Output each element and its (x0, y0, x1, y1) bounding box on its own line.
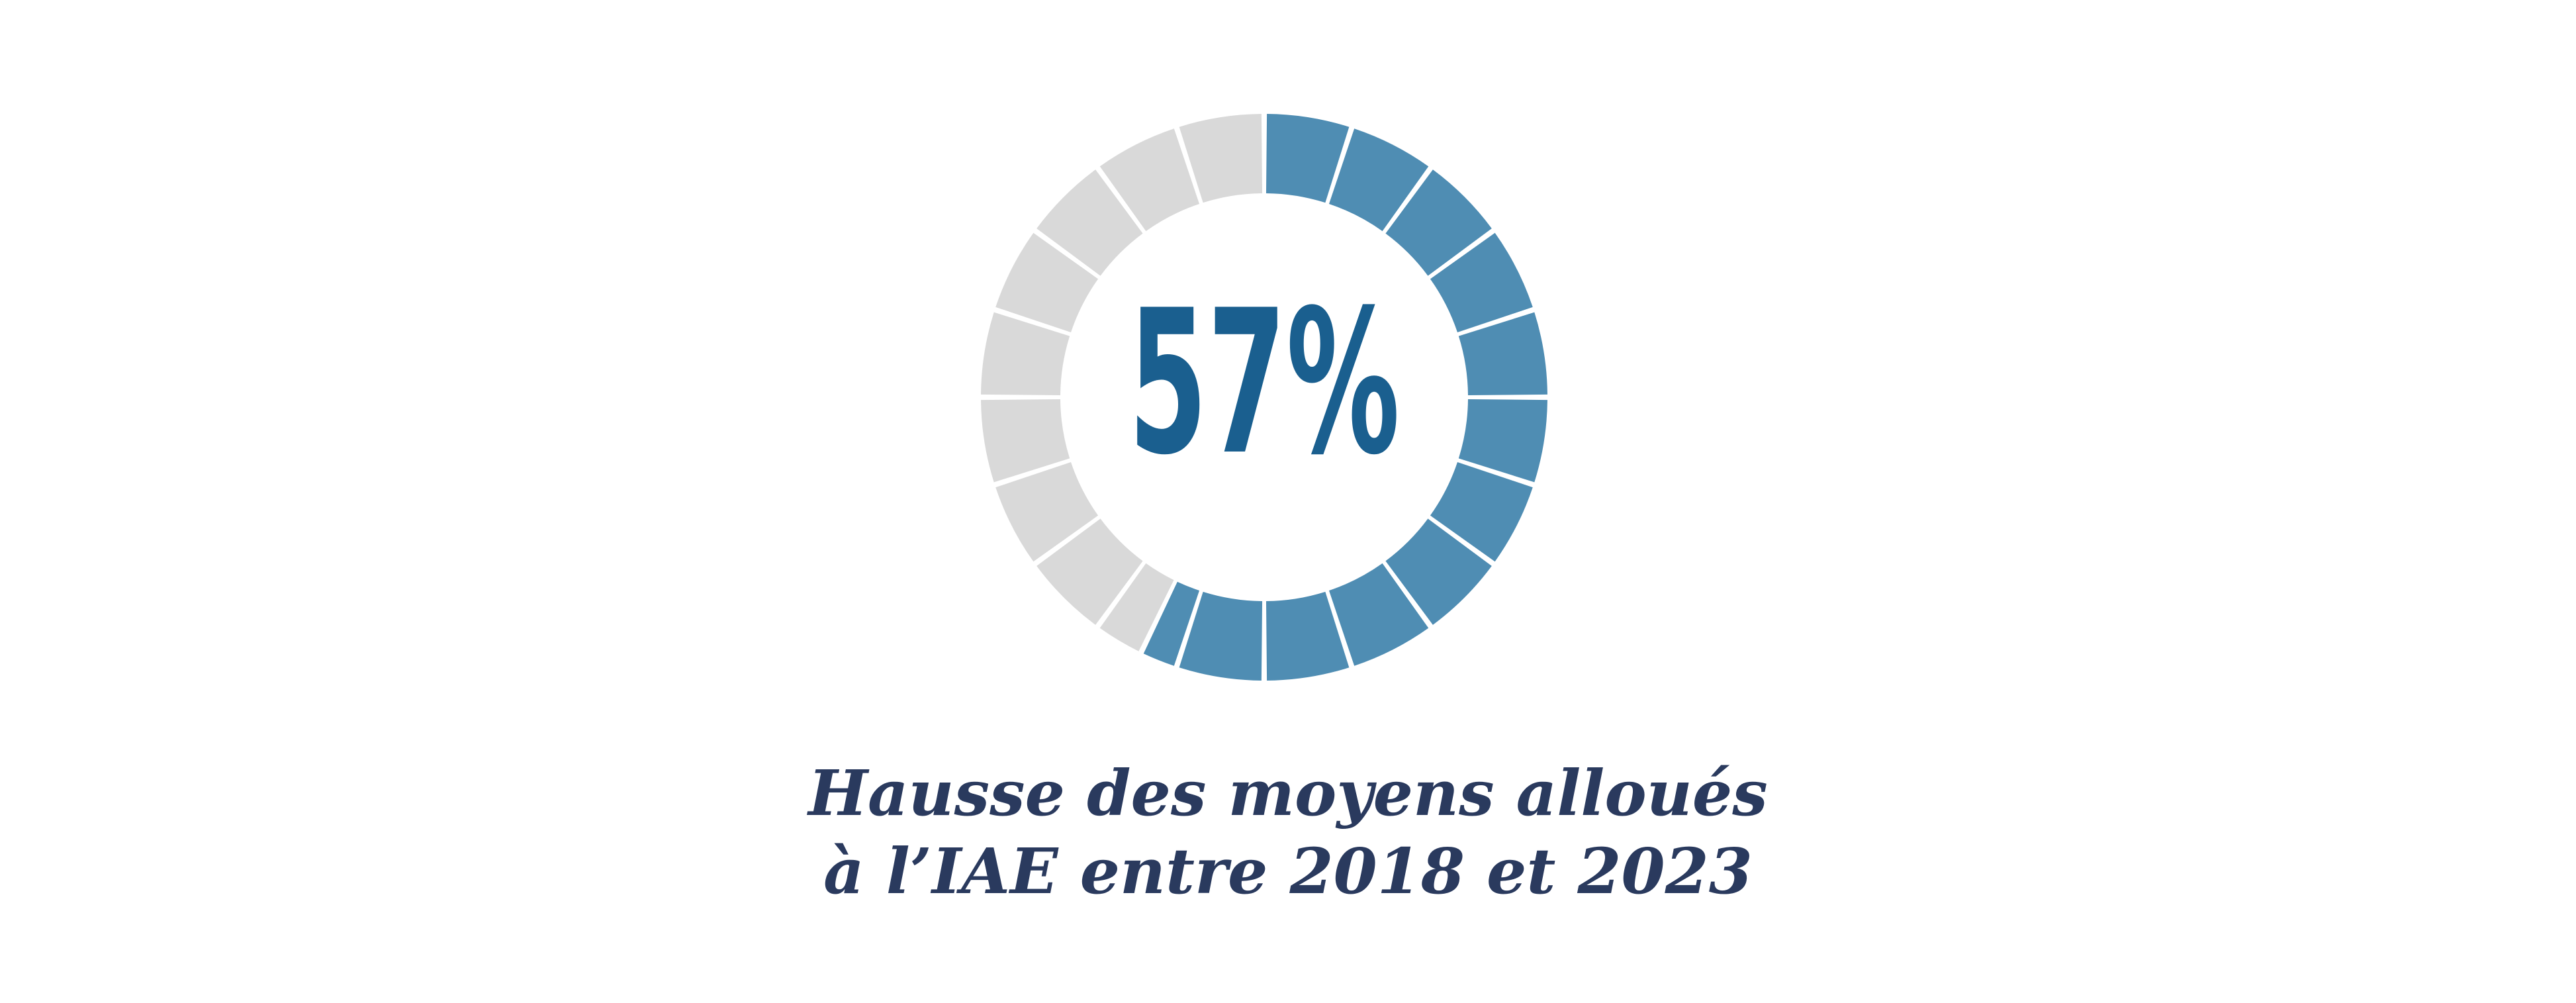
gauge-segment-empty (995, 232, 1099, 333)
gauge-segment-empty (981, 399, 1070, 483)
gauge-segment-filled (1328, 128, 1429, 232)
center-percentage: 57% (1128, 267, 1400, 499)
gauge-segment-filled (1458, 312, 1547, 396)
gauge-segment-empty (995, 461, 1099, 562)
caption-line-1: Hausse des moyens alloués (808, 757, 1768, 830)
gauge-segment-filled (1328, 563, 1429, 666)
gauge-segment-filled (1179, 591, 1263, 681)
gauge-segment-empty (1099, 128, 1200, 232)
gauge-segment-filled (1430, 461, 1533, 562)
gauge-segment-filled (1385, 518, 1492, 625)
gauge-segment-empty (1179, 114, 1263, 203)
gauge-segment-filled (1458, 399, 1547, 483)
gauge-segments (981, 114, 1547, 681)
gauge-segment-empty (1036, 518, 1143, 625)
gauge-segment-filled (1143, 581, 1200, 666)
gauge-segment-filled (1385, 169, 1492, 276)
gauge-segment-filled (1265, 591, 1350, 681)
gauge-segment-filled (1430, 232, 1533, 333)
gauge-segment-empty (981, 312, 1070, 396)
gauge-segment-empty (1036, 169, 1143, 276)
caption-line-2: à l’IAE entre 2018 et 2023 (823, 835, 1753, 908)
gauge-segment-empty (1099, 563, 1174, 651)
gauge-segment-filled (1265, 114, 1350, 203)
